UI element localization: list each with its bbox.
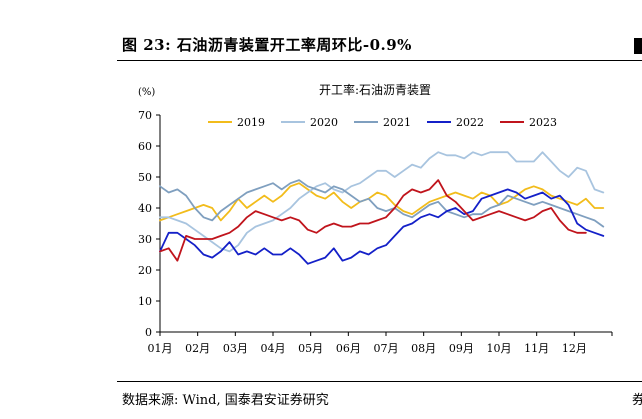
- cropped-corner-mark: [634, 38, 642, 54]
- x-tick-label: 04月: [261, 342, 286, 355]
- series-line-2022: [159, 188, 605, 265]
- y-tick-label: 70: [138, 109, 152, 122]
- y-tick-label: 20: [138, 264, 152, 277]
- x-tick-label: 03月: [223, 342, 248, 355]
- series-line-2021: [159, 179, 605, 228]
- legend-label-2019: 2019: [237, 116, 265, 129]
- series-line-2019: [159, 182, 605, 222]
- x-tick-label: 01月: [148, 342, 173, 355]
- x-tick-label: 08月: [411, 342, 436, 355]
- y-tick-label: 50: [138, 171, 152, 184]
- chart-title: 开工率:石油沥青装置: [319, 82, 431, 97]
- x-tick-label: 10月: [487, 342, 512, 355]
- y-tick-label: 30: [138, 233, 152, 246]
- source-note: 数据来源: Wind, 国泰君安证券研究: [122, 393, 329, 408]
- y-tick-label: 0: [145, 326, 152, 339]
- figure-title: 图 23: 石油沥青装置开工率周环比-0.9%: [122, 36, 412, 54]
- x-tick-label: 06月: [336, 342, 361, 355]
- legend-label-2021: 2021: [383, 116, 411, 129]
- bottom-rule: [117, 381, 642, 382]
- series-line-2023: [159, 179, 587, 262]
- x-tick-label: 12月: [562, 342, 587, 355]
- chart-series: [159, 151, 605, 265]
- chart-legend: 2019 2020 2021 2022 2023: [208, 116, 557, 129]
- chart-axes: 0 10 20 30 40 50 60 70 01月 02月 03月 04月 05月 06月 07月 08月 0…: [138, 109, 613, 355]
- top-rule: [117, 60, 642, 61]
- x-tick-label: 09月: [449, 342, 474, 355]
- series-line-2020: [159, 151, 605, 253]
- x-tick-label: 07月: [374, 342, 399, 355]
- y-tick-label: 10: [138, 295, 152, 308]
- legend-label-2023: 2023: [529, 116, 557, 129]
- legend-label-2020: 2020: [310, 116, 338, 129]
- y-axis-unit-label: (%): [138, 87, 155, 98]
- y-tick-label: 40: [138, 202, 152, 215]
- x-tick-label: 02月: [185, 342, 210, 355]
- source-note-cropped: 券: [632, 393, 642, 408]
- legend-label-2022: 2022: [456, 116, 484, 129]
- x-tick-label: 05月: [298, 342, 323, 355]
- y-tick-label: 60: [138, 140, 152, 153]
- x-tick-label: 11月: [524, 342, 549, 355]
